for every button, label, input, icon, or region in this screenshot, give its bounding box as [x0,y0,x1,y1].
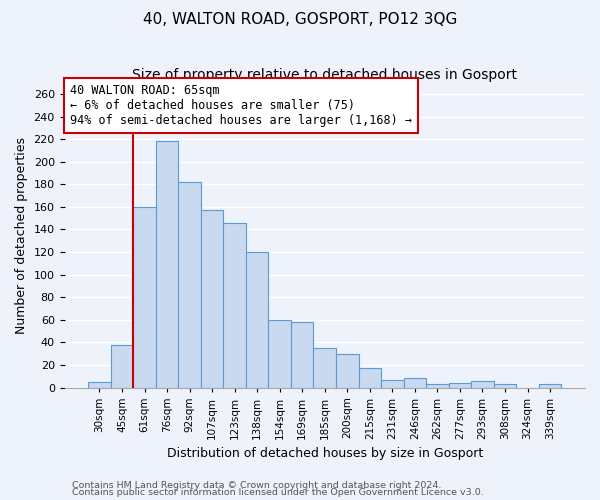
Text: Contains public sector information licensed under the Open Government Licence v3: Contains public sector information licen… [72,488,484,497]
Y-axis label: Number of detached properties: Number of detached properties [15,136,28,334]
Bar [133,207,156,388]
Bar [223,222,246,388]
Bar [381,380,404,388]
Bar [336,354,359,388]
Title: Size of property relative to detached houses in Gosport: Size of property relative to detached ho… [132,68,517,82]
Bar [404,378,426,388]
Bar [201,210,223,388]
Bar [494,384,516,388]
Bar [156,142,178,388]
Text: Contains HM Land Registry data © Crown copyright and database right 2024.: Contains HM Land Registry data © Crown c… [72,480,442,490]
Bar [539,384,562,388]
Text: 40, WALTON ROAD, GOSPORT, PO12 3QG: 40, WALTON ROAD, GOSPORT, PO12 3QG [143,12,457,28]
Bar [426,384,449,388]
Bar [449,383,471,388]
X-axis label: Distribution of detached houses by size in Gosport: Distribution of detached houses by size … [167,447,483,460]
Bar [88,382,111,388]
Bar [359,368,381,388]
Bar [313,348,336,388]
Bar [246,252,268,388]
Bar [471,380,494,388]
Bar [178,182,201,388]
Bar [291,322,313,388]
Text: 40 WALTON ROAD: 65sqm
← 6% of detached houses are smaller (75)
94% of semi-detac: 40 WALTON ROAD: 65sqm ← 6% of detached h… [70,84,412,127]
Bar [268,320,291,388]
Bar [111,344,133,388]
